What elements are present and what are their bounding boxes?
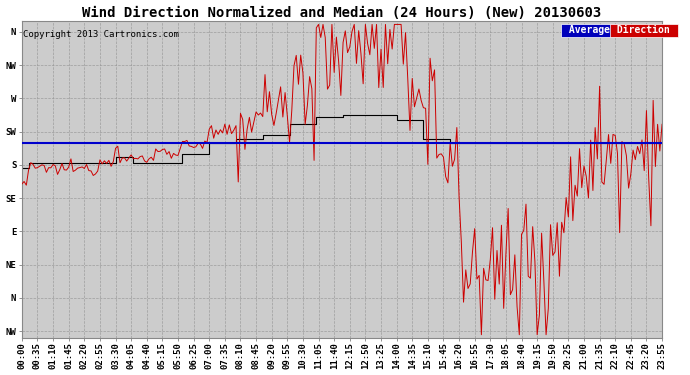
Text: Direction: Direction [611, 26, 676, 36]
Title: Wind Direction Normalized and Median (24 Hours) (New) 20130603: Wind Direction Normalized and Median (24… [82, 6, 602, 20]
Text: Average: Average [563, 26, 615, 36]
Text: Copyright 2013 Cartronics.com: Copyright 2013 Cartronics.com [23, 30, 179, 39]
